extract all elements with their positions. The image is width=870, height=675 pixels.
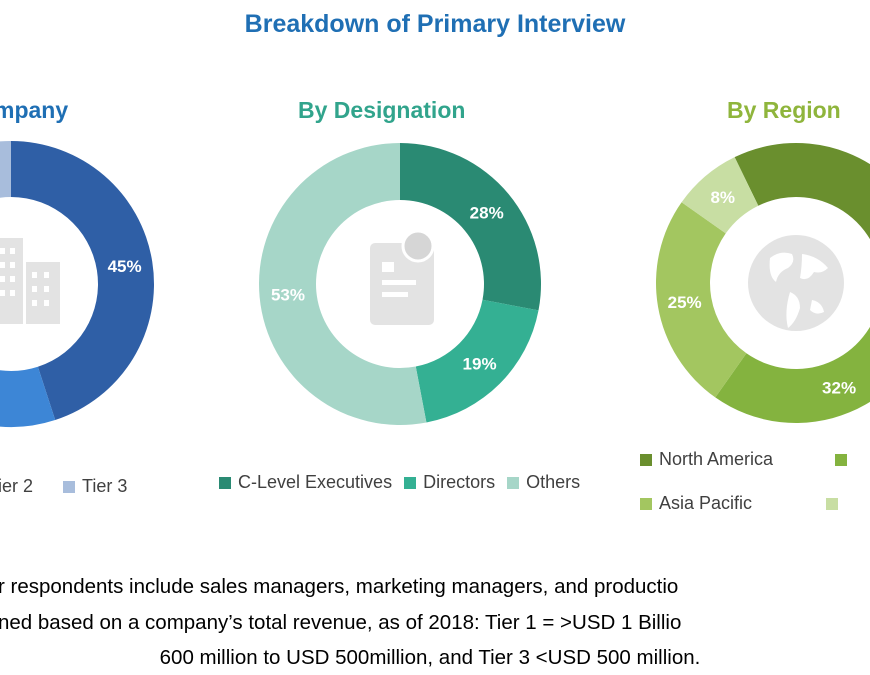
legend-item [835, 453, 854, 466]
footnote-line-3: 600 million to USD 500million, and Tier … [159, 646, 701, 669]
document-icon [370, 229, 435, 325]
footnote-line-1: r respondents include sales managers, ma… [0, 575, 679, 598]
legend-item: ier 2 [0, 476, 33, 497]
slice-data-label: 45% [108, 257, 142, 276]
donut-slice [734, 143, 870, 240]
donut-slice [656, 202, 747, 398]
donut-chart-1: 28% 19% 53% [259, 143, 541, 425]
donut-slice [0, 366, 56, 427]
region-legend-row2: Asia Pacific [640, 493, 857, 514]
donut-slice [681, 157, 759, 234]
designation-legend: C-Level Executives Directors Others [219, 472, 592, 493]
legend-label: Directors [423, 472, 496, 492]
company-legend: ier 2 Tier 3 [0, 476, 139, 497]
slice-data-label: 8% [710, 188, 735, 207]
legend-swatch [835, 453, 848, 466]
slice-data-label: 32% [822, 378, 856, 397]
donut-slice [715, 326, 870, 423]
donut-slice [415, 299, 539, 423]
region-legend-row1: North America [640, 449, 866, 470]
slice-data-label: 25% [668, 293, 702, 312]
legend-swatch [507, 476, 520, 489]
region-chart-title: By Region [727, 97, 841, 123]
legend-item: Asia Pacific [640, 493, 752, 514]
donut-slice [259, 143, 427, 425]
legend-swatch [404, 476, 417, 489]
legend-swatch [640, 453, 652, 466]
legend-item: Tier 3 [63, 476, 127, 497]
donut-chart-0: 45% [0, 141, 154, 427]
legend-swatch [640, 497, 652, 510]
slice-data-label: 19% [463, 355, 497, 374]
legend-label: Asia Pacific [659, 493, 753, 513]
legend-swatch [63, 480, 76, 493]
slice-data-label: 53% [271, 286, 305, 305]
legend-swatch [826, 497, 839, 510]
designation-chart-title: By Designation [298, 97, 466, 123]
donut-chart-2: 32% 25% 8% [656, 143, 870, 423]
legend-label: C-Level Executives [238, 472, 393, 492]
donut-slice [11, 141, 154, 421]
legend-label: North America [659, 449, 774, 469]
legend-item: Directors [404, 472, 495, 493]
footnote-line-2: ned based on a company’s total revenue, … [0, 611, 682, 634]
legend-item: C-Level Executives [219, 472, 392, 493]
main-title: Breakdown of Primary Interview [244, 10, 626, 38]
slice-data-label: 28% [470, 203, 504, 222]
legend-swatch [219, 476, 231, 489]
legend-item: North America [640, 449, 773, 470]
legend-item [826, 497, 845, 510]
globe-icon [748, 235, 844, 331]
donut-slice [400, 143, 541, 311]
legend-item: Others [507, 472, 580, 493]
legend-label: Others [526, 472, 581, 492]
legend-label: Tier 3 [82, 476, 128, 496]
legend-label: ier 2 [0, 476, 34, 496]
building-icon [0, 238, 60, 324]
donut-slice [0, 141, 11, 198]
company-chart-title: mpany [0, 97, 69, 123]
